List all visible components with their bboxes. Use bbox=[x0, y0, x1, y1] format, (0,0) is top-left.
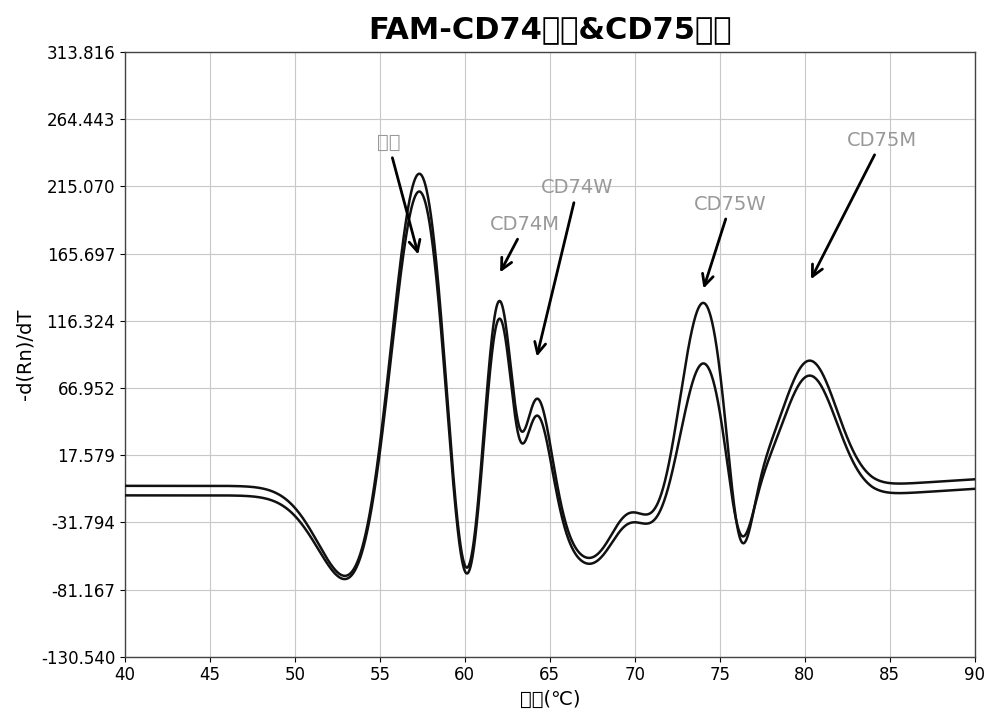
Text: CD75W: CD75W bbox=[694, 195, 767, 285]
Text: CD75M: CD75M bbox=[812, 130, 917, 277]
Text: 内参: 内参 bbox=[377, 133, 420, 251]
Text: CD74M: CD74M bbox=[490, 215, 560, 269]
Title: FAM-CD74杂合&CD75杂合: FAM-CD74杂合&CD75杂合 bbox=[368, 15, 732, 44]
Y-axis label: -d(Rn)/dT: -d(Rn)/dT bbox=[15, 308, 34, 400]
Text: CD74W: CD74W bbox=[535, 178, 614, 353]
X-axis label: 温度(℃): 温度(℃) bbox=[520, 690, 580, 709]
